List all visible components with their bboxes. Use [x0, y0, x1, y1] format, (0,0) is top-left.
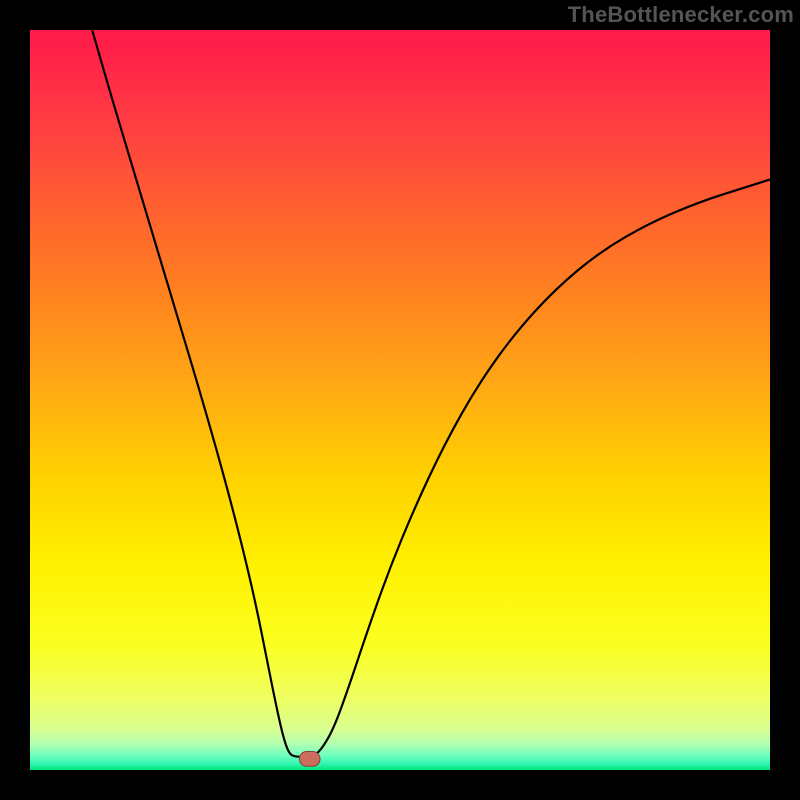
- watermark-label: TheBottlenecker.com: [568, 2, 794, 28]
- optimal-point-marker: [299, 752, 320, 767]
- plot-area: [30, 30, 770, 770]
- chart-background: [30, 30, 770, 770]
- chart-frame: TheBottlenecker.com: [0, 0, 800, 800]
- chart-svg: [30, 30, 770, 770]
